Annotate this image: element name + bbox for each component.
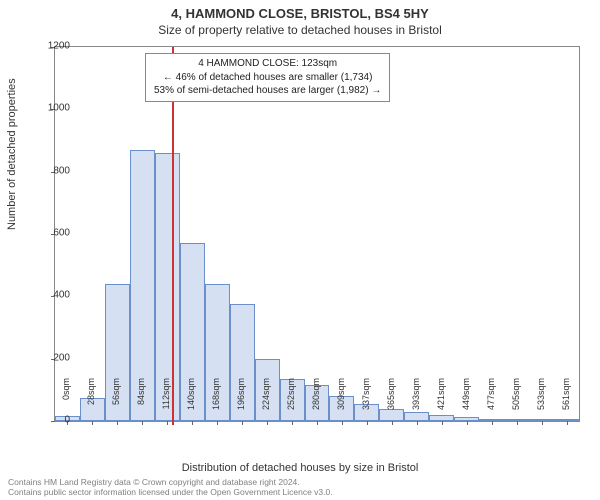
y-tick-label: 400 [40,290,70,301]
x-tick-mark [492,421,493,425]
x-tick-label: 168sqm [211,378,221,410]
x-tick-mark [567,421,568,425]
y-axis-label: Number of detached properties [6,78,18,230]
footer-line-1: Contains HM Land Registry data © Crown c… [8,477,592,488]
annotation-box: 4 HAMMOND CLOSE: 123sqm← 46% of detached… [145,53,390,102]
x-tick-label: 477sqm [486,378,496,410]
x-tick-label: 224sqm [261,378,271,410]
x-tick-mark [517,421,518,425]
x-tick-label: 28sqm [86,378,96,405]
x-tick-label: 84sqm [136,378,146,405]
x-tick-mark [542,421,543,425]
x-axis-label: Distribution of detached houses by size … [0,462,600,474]
histogram-bar [404,412,429,421]
x-tick-label: 309sqm [336,378,346,410]
chart-title-sub: Size of property relative to detached ho… [0,21,600,41]
plot-area: 4 HAMMOND CLOSE: 123sqm← 46% of detached… [54,46,580,422]
x-tick-label: 365sqm [386,378,396,410]
x-tick-label: 0sqm [61,378,71,400]
footer-attribution: Contains HM Land Registry data © Crown c… [8,477,592,498]
x-tick-mark [417,421,418,425]
property-marker-line [172,47,174,425]
x-tick-label: 505sqm [511,378,521,410]
x-tick-label: 449sqm [461,378,471,410]
x-tick-mark [142,421,143,425]
x-tick-label: 421sqm [436,378,446,410]
x-tick-label: 393sqm [411,378,421,410]
x-tick-label: 252sqm [286,378,296,410]
x-tick-mark [342,421,343,425]
x-tick-mark [267,421,268,425]
x-tick-label: 533sqm [536,378,546,410]
x-tick-label: 337sqm [361,378,371,410]
x-tick-mark [317,421,318,425]
y-tick-label: 0 [40,415,70,426]
x-tick-mark [167,421,168,425]
y-tick-label: 200 [40,352,70,363]
footer-line-2: Contains public sector information licen… [8,487,592,498]
x-tick-label: 56sqm [111,378,121,405]
chart-title-main: 4, HAMMOND CLOSE, BRISTOL, BS4 5HY [0,0,600,21]
y-tick-label: 1200 [40,41,70,52]
x-tick-label: 280sqm [311,378,321,410]
x-tick-mark [192,421,193,425]
x-tick-label: 196sqm [236,378,246,410]
x-tick-label: 140sqm [186,378,196,410]
x-tick-mark [217,421,218,425]
histogram-bar [379,409,404,421]
x-tick-mark [292,421,293,425]
x-tick-mark [117,421,118,425]
x-tick-mark [242,421,243,425]
y-tick-label: 1000 [40,103,70,114]
x-tick-mark [442,421,443,425]
x-tick-label: 561sqm [561,378,571,410]
x-tick-mark [392,421,393,425]
x-tick-mark [367,421,368,425]
x-tick-mark [467,421,468,425]
x-tick-label: 112sqm [161,378,171,409]
x-tick-mark [92,421,93,425]
annotation-line: 53% of semi-detached houses are larger (… [154,84,381,98]
annotation-line: ← 46% of detached houses are smaller (1,… [154,71,381,85]
y-tick-label: 600 [40,228,70,239]
annotation-line: 4 HAMMOND CLOSE: 123sqm [154,57,381,71]
y-tick-label: 800 [40,165,70,176]
